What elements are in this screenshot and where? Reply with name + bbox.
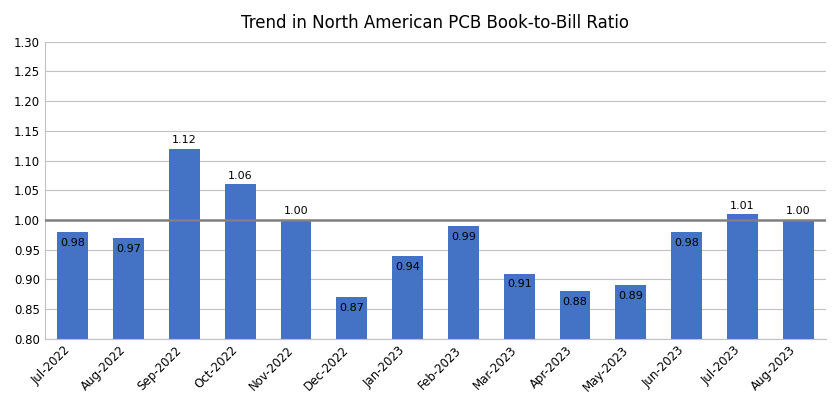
Bar [225, 184, 255, 339]
Text: 0.97: 0.97 [116, 244, 141, 254]
Text: 0.94: 0.94 [395, 262, 420, 272]
Text: 0.91: 0.91 [507, 279, 532, 289]
Bar [392, 256, 423, 339]
Text: 0.87: 0.87 [339, 303, 365, 313]
Text: 0.99: 0.99 [451, 232, 475, 242]
Bar [57, 232, 88, 339]
Bar [337, 297, 367, 339]
Text: 0.89: 0.89 [618, 291, 643, 302]
Bar [169, 149, 200, 339]
Bar [504, 273, 534, 339]
Text: 1.06: 1.06 [228, 171, 253, 181]
Bar [448, 226, 479, 339]
Bar [281, 220, 312, 339]
Text: 0.88: 0.88 [563, 297, 587, 307]
Text: 0.98: 0.98 [60, 238, 85, 248]
Bar [616, 285, 646, 339]
Text: 0.98: 0.98 [675, 238, 699, 248]
Bar [783, 220, 814, 339]
Bar [727, 214, 758, 339]
Text: 1.01: 1.01 [730, 200, 754, 211]
Title: Trend in North American PCB Book-to-Bill Ratio: Trend in North American PCB Book-to-Bill… [241, 14, 629, 32]
Text: 1.12: 1.12 [172, 135, 197, 145]
Text: 1.00: 1.00 [786, 206, 811, 217]
Text: 1.00: 1.00 [284, 206, 308, 217]
Bar [113, 238, 144, 339]
Bar [671, 232, 702, 339]
Bar [559, 291, 591, 339]
